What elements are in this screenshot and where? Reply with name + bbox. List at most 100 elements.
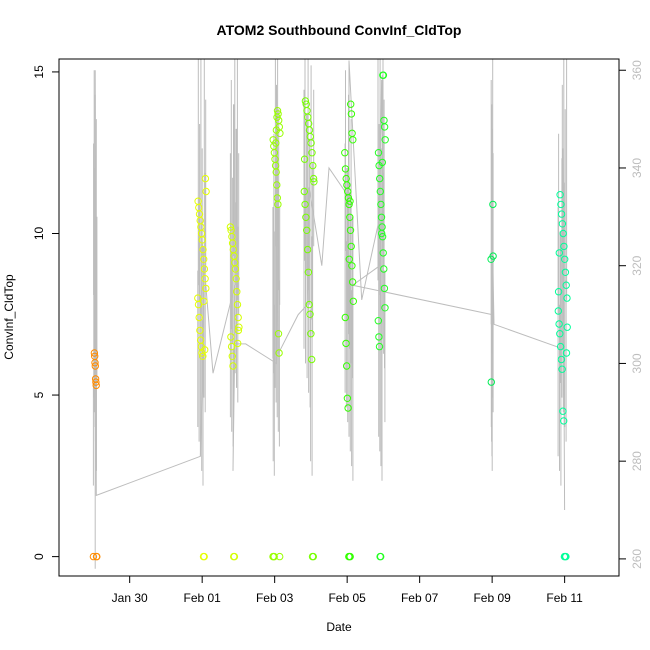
data-point	[199, 552, 208, 561]
data-point	[348, 278, 357, 286]
data-point	[202, 284, 210, 293]
data-point	[92, 378, 100, 386]
data-point	[489, 252, 497, 260]
data-point	[378, 229, 386, 238]
data-point	[275, 349, 283, 357]
data-point	[343, 362, 351, 370]
data-point	[304, 268, 313, 276]
data-point	[274, 110, 282, 118]
data-point	[91, 362, 100, 370]
data-point	[556, 191, 564, 199]
data-point	[233, 288, 241, 296]
data-point	[374, 149, 383, 157]
data-point	[300, 155, 309, 163]
data-point	[561, 268, 570, 276]
data-point	[308, 552, 317, 561]
data-point	[230, 552, 238, 561]
y2-tick-label: 260	[630, 549, 644, 569]
series-flight-6	[341, 100, 357, 561]
data-point	[196, 336, 205, 344]
x-tick-label: Feb 01	[183, 591, 221, 605]
series-flight-5	[300, 97, 318, 561]
data-point	[561, 255, 569, 263]
data-point	[376, 552, 384, 561]
data-point	[91, 375, 100, 383]
y-axis-label: ConvInf_CldTop	[2, 274, 16, 360]
data-point	[559, 229, 567, 238]
y-axis-right: 260 280 300 320 340 360	[619, 60, 644, 569]
data-point	[376, 174, 384, 183]
data-point	[307, 330, 315, 338]
data-point	[377, 213, 386, 222]
data-point	[378, 158, 386, 167]
data-point	[380, 116, 388, 125]
data-point	[89, 552, 98, 561]
data-point	[309, 174, 318, 183]
data-point	[557, 355, 566, 364]
data-point	[563, 323, 571, 331]
data-point	[379, 71, 387, 79]
data-point	[309, 161, 317, 170]
data-point	[341, 165, 350, 173]
data-point	[228, 352, 237, 360]
data-point	[273, 113, 281, 121]
data-point	[559, 407, 567, 415]
series-flight-4	[269, 107, 284, 561]
y-tick-label: 10	[32, 226, 46, 240]
data-point	[300, 187, 308, 196]
series-flight-9	[554, 191, 571, 561]
data-point	[348, 262, 356, 270]
data-point	[557, 210, 566, 218]
data-point	[195, 313, 203, 322]
data-point	[342, 174, 350, 183]
data-point	[556, 342, 565, 351]
data-point	[555, 320, 563, 328]
data-point	[374, 317, 382, 325]
data-point	[554, 307, 562, 315]
data-point	[308, 355, 316, 364]
data-point	[308, 149, 316, 157]
data-point	[303, 226, 311, 235]
data-point	[202, 187, 210, 196]
data-point	[199, 352, 207, 360]
data-point	[305, 300, 313, 309]
data-point	[346, 213, 354, 222]
data-point	[234, 339, 242, 348]
data-point	[200, 265, 209, 273]
data-point	[381, 136, 389, 144]
data-point	[380, 265, 388, 273]
data-point	[227, 333, 235, 341]
data-point	[234, 313, 242, 322]
data-point	[378, 233, 387, 241]
data-point	[554, 288, 563, 296]
data-point	[302, 100, 310, 108]
data-point	[234, 326, 243, 335]
y2-tick-label: 340	[630, 158, 644, 178]
x-axis: Jan 30 Feb 01 Feb 03 Feb 05 Feb 07 Feb 09 Feb …	[112, 575, 583, 605]
data-point	[341, 149, 349, 157]
y-tick-label: 5	[32, 391, 46, 398]
data-point	[226, 223, 235, 231]
data-point	[380, 284, 389, 293]
data-point	[555, 249, 563, 257]
series-flight-3	[226, 223, 243, 561]
series-flight-2	[194, 174, 210, 561]
x-tick-label: Jan 30	[112, 591, 148, 605]
data-point	[310, 178, 318, 186]
data-point	[556, 330, 564, 338]
x-tick-label: Feb 09	[473, 591, 511, 605]
data-point	[201, 174, 210, 183]
data-point	[487, 378, 495, 386]
data-point	[557, 200, 565, 209]
data-point	[346, 197, 354, 205]
data-point	[345, 552, 353, 561]
data-point	[233, 300, 242, 309]
data-point	[341, 313, 349, 322]
data-point	[274, 330, 283, 338]
data-point	[562, 281, 570, 289]
data-point	[379, 249, 387, 257]
x-tick-label: Feb 05	[328, 591, 366, 605]
data-point	[377, 200, 385, 209]
